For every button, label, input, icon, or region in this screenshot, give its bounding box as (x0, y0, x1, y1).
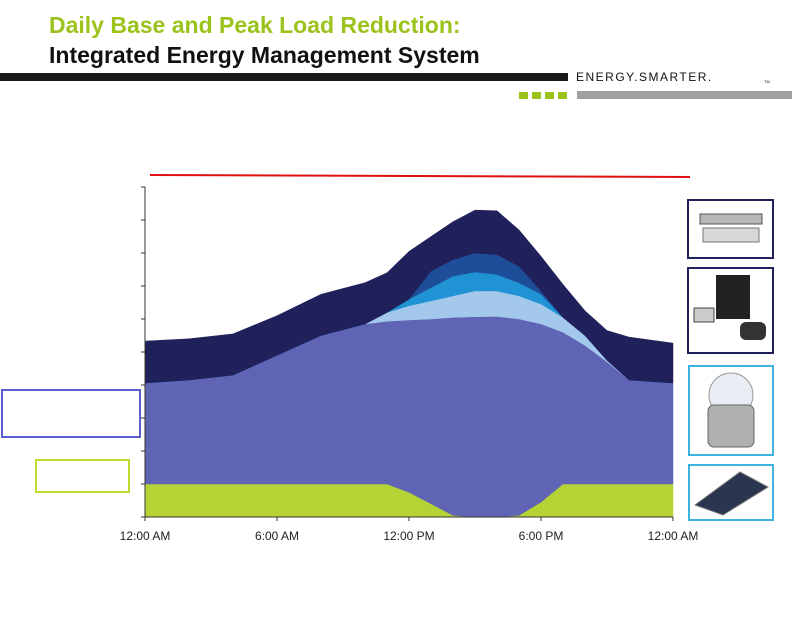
x-tick-label: 12:00 AM (648, 529, 699, 543)
area (144, 209, 674, 384)
x-tick-label: 12:00 AM (120, 529, 171, 543)
gray-bar (577, 91, 792, 99)
solar-panel-icon (693, 471, 769, 516)
title-line2: Integrated Energy Management System (49, 42, 480, 68)
fixture-icon (699, 213, 763, 225)
plot: 12:00 AM 6:00 AM 12:00 PM 6:00 PM 12:00 AM (120, 186, 699, 543)
logo-mark: TM (764, 79, 770, 84)
accent-square (532, 92, 541, 99)
fixture-icon (702, 227, 760, 243)
callout-box (35, 459, 130, 493)
accent-squares (519, 92, 567, 99)
accent-square (519, 92, 528, 99)
controller-icon (740, 322, 766, 340)
title-line1: Daily Base and Peak Load Reduction: (49, 12, 461, 38)
x-tick-label: 12:00 PM (383, 529, 434, 543)
skylight-icon (707, 404, 755, 448)
callout-box (1, 389, 141, 438)
accent-square (545, 92, 554, 99)
product-images (687, 199, 774, 521)
controller-icon (716, 275, 750, 319)
logo: ENERGY.SMARTER. (576, 70, 713, 84)
x-tick-label: 6:00 PM (519, 529, 564, 543)
controller-icon (693, 307, 715, 323)
x-tick-label: 6:00 AM (255, 529, 299, 543)
accent-square (558, 92, 567, 99)
header-bar (0, 73, 568, 81)
capacity-line (149, 174, 691, 178)
